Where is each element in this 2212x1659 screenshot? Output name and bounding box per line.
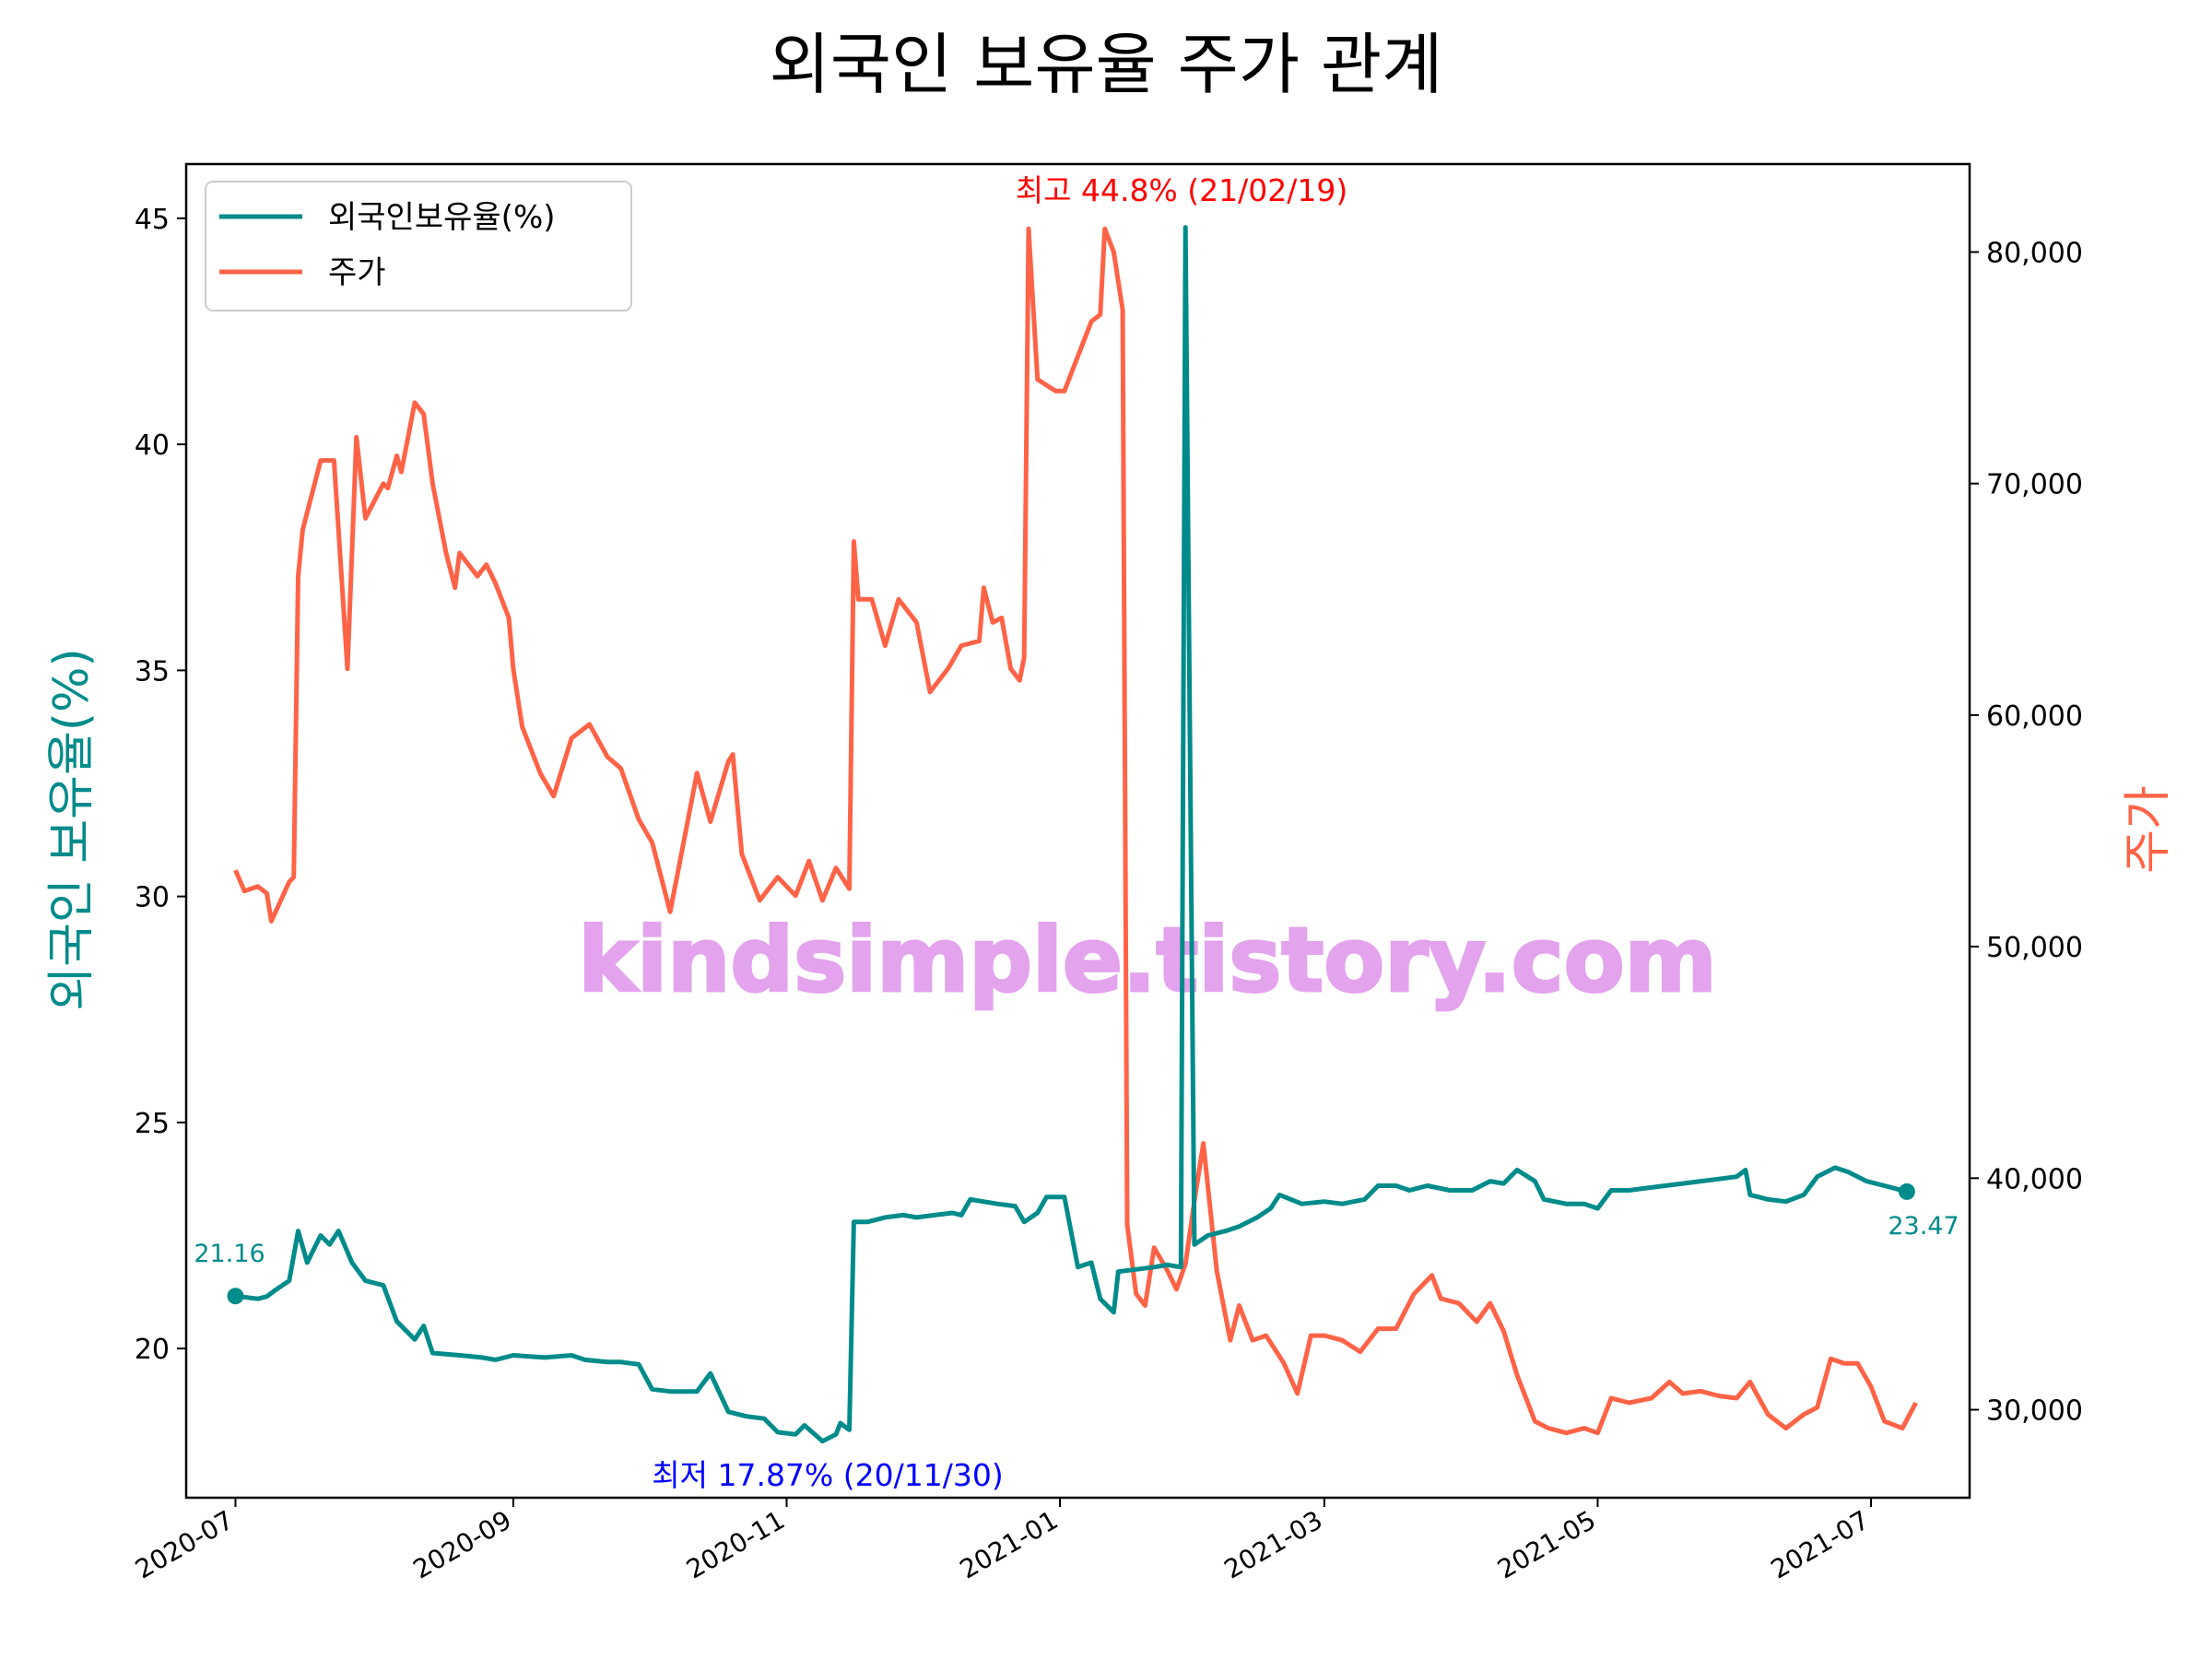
x-tick-label: 2021-05 bbox=[1492, 1504, 1601, 1584]
annotation-end-value: 23.47 bbox=[1888, 1212, 1959, 1241]
x-tick-label: 2020-09 bbox=[408, 1504, 517, 1584]
left-tick-label: 20 bbox=[135, 1334, 170, 1366]
watermark-text: kindsimple.tistory.com bbox=[578, 909, 1716, 1012]
legend-label-foreign-ratio: 외국인보유율(%) bbox=[328, 199, 556, 236]
end-markers bbox=[227, 1182, 1915, 1305]
x-tick-label: 2020-11 bbox=[681, 1504, 790, 1584]
legend: 외국인보유율(%) 주가 bbox=[205, 181, 632, 312]
right-axis-label: 주가 bbox=[2121, 785, 2176, 874]
plot-frame bbox=[184, 162, 1971, 1500]
annotation-max: 최고 44.8% (21/02/19) bbox=[1016, 172, 1348, 208]
right-tick-label: 80,000 bbox=[1986, 237, 2083, 269]
left-y-axis: 20 25 30 35 40 45 bbox=[135, 204, 186, 1366]
series-line-foreign-ratio bbox=[235, 225, 1908, 1444]
right-tick-label: 50,000 bbox=[1986, 932, 2083, 964]
left-tick-label: 40 bbox=[135, 429, 170, 462]
right-y-axis: 30,000 40,000 50,000 60,000 70,000 80,000 bbox=[1970, 237, 2083, 1428]
left-axis-label: 외국인 보유율(%) bbox=[44, 648, 100, 1011]
right-tick-label: 70,000 bbox=[1986, 469, 2083, 501]
series-line-price bbox=[233, 226, 1918, 1436]
x-tick-label: 2021-07 bbox=[1766, 1504, 1875, 1584]
watermark: kindsimple.tistory.com bbox=[577, 908, 1718, 1014]
x-tick-label: 2020-07 bbox=[130, 1504, 239, 1584]
annotation-min: 최저 17.87% (20/11/30) bbox=[652, 1457, 1004, 1493]
annotation-start-value: 21.16 bbox=[194, 1240, 265, 1268]
left-tick-label: 30 bbox=[135, 882, 170, 914]
left-tick-label: 45 bbox=[135, 204, 170, 236]
legend-label-price: 주가 bbox=[328, 254, 386, 291]
x-tick-label: 2021-03 bbox=[1219, 1504, 1328, 1584]
chart-title: 외국인 보유율 주가 관계 bbox=[769, 26, 1442, 103]
left-tick-label: 25 bbox=[135, 1108, 170, 1140]
left-tick-label: 35 bbox=[135, 655, 170, 688]
x-axis: 2020-07 2020-09 2020-11 2021-01 2021-03 2021-… bbox=[130, 1498, 1875, 1585]
legend-box bbox=[205, 181, 632, 312]
right-tick-label: 30,000 bbox=[1986, 1395, 2083, 1428]
end-point-marker bbox=[1898, 1182, 1915, 1200]
right-tick-label: 60,000 bbox=[1986, 700, 2083, 733]
plot-lines bbox=[233, 225, 1918, 1444]
right-tick-label: 40,000 bbox=[1986, 1163, 2083, 1195]
x-tick-label: 2021-01 bbox=[955, 1504, 1064, 1584]
start-point-marker bbox=[227, 1288, 244, 1305]
